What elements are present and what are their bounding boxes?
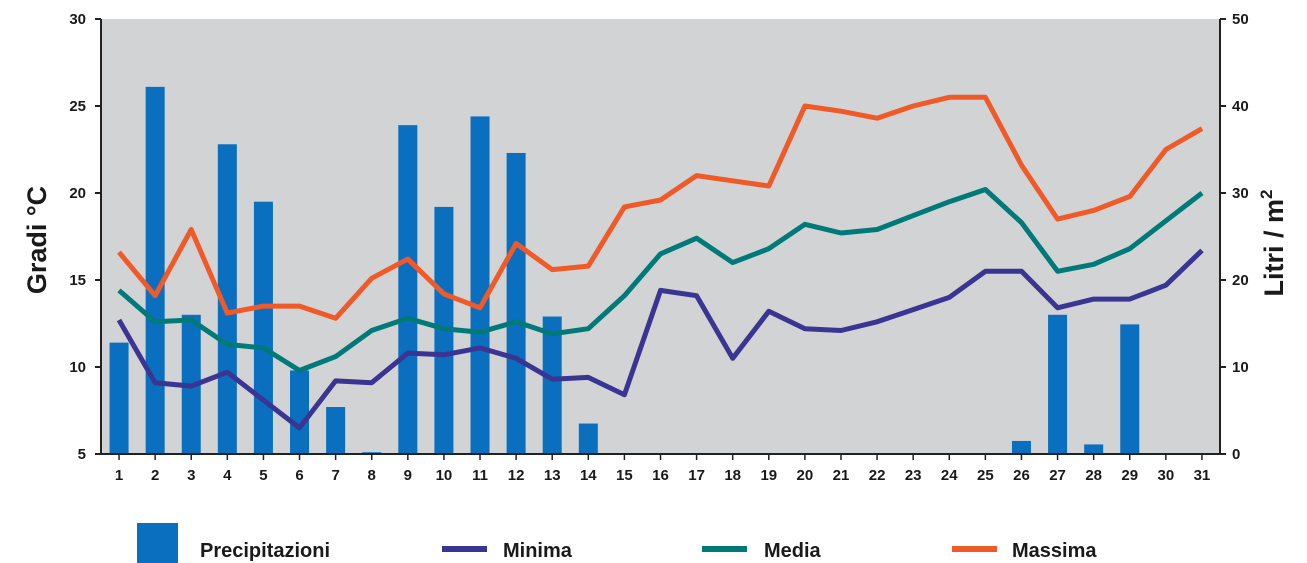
bar-precipitazioni-9 [398,125,418,454]
y-right-axis-title-superscript: 2 [1257,190,1276,199]
x-tick-label: 12 [508,467,525,484]
legend-label-massima: Massima [1012,540,1097,562]
y-right-axis-title: Litri / m2 [1257,190,1289,297]
bar-precipitazioni-12 [506,152,526,455]
x-tick-label: 2 [151,467,159,484]
x-tick-label: 26 [1013,467,1030,484]
x-tick-label: 4 [223,467,232,484]
y-right-tick-label: 30 [1232,185,1249,202]
bar-precipitazioni-11 [470,116,490,454]
x-tick-label: 25 [977,467,994,484]
x-tick-label: 30 [1158,467,1175,484]
x-tick-label: 13 [544,467,561,484]
y-right-tick-label: 0 [1232,446,1240,463]
bar-precipitazioni-27 [1048,314,1068,454]
line-media [117,187,1204,373]
x-tick-label: 9 [404,467,412,484]
x-tick-label: 20 [797,467,814,484]
bar-precipitazioni-26 [1011,440,1031,454]
x-tick-label: 18 [724,467,741,484]
legend: Precipitazioni Minima Media Massima [137,523,1097,563]
bar-precipitazioni-1 [109,342,129,454]
y-left-tick-label: 30 [69,11,86,28]
y-left-axis-title: Gradi °C [22,186,52,294]
legend-swatch-minima [442,546,487,552]
y-left-tick-label: 10 [69,359,86,376]
x-tick-label: 14 [580,467,597,484]
x-tick-label: 31 [1194,467,1211,484]
y-left-tick-label: 5 [78,446,86,463]
bar-precipitazioni-29 [1120,324,1140,454]
bar-precipitazioni-5 [253,201,273,454]
x-tick-label: 16 [652,467,669,484]
legend-swatch-massima [952,546,997,552]
x-tick-label: 28 [1085,467,1102,484]
bar-precipitazioni-13 [542,316,562,454]
x-tick-label: 6 [295,467,303,484]
x-tick-label: 29 [1121,467,1138,484]
bar-precipitazioni-7 [326,407,346,454]
line-massima [117,94,1204,321]
x-tick-label: 8 [368,467,376,484]
y-left-tick-label: 25 [69,98,86,115]
x-tick-label: 5 [259,467,267,484]
bar-precipitazioni-28 [1084,444,1104,454]
line-minima [116,248,1204,431]
x-tick-label: 11 [472,467,488,484]
bar-precipitazioni-14 [578,423,598,454]
x-tick-label: 7 [331,467,339,484]
x-tick-label: 27 [1049,467,1066,484]
bar-precipitazioni-2 [145,86,165,455]
x-tick-label: 19 [760,467,777,484]
lines-layer [116,94,1204,431]
y-left-tick-label: 15 [69,272,86,289]
x-tick-label: 21 [833,467,850,484]
y-right-tick-label: 40 [1232,98,1249,115]
x-tick-label: 15 [616,467,633,484]
x-tick-label: 17 [688,467,705,484]
y-left-tick-label: 20 [69,185,86,202]
legend-label-precipitazioni: Precipitazioni [200,540,330,562]
bar-precipitazioni-6 [290,370,310,454]
legend-swatch-media [702,546,747,552]
legend-label-media: Media [764,540,822,562]
legend-swatch-precipitazioni [137,523,178,563]
x-tick-label: 24 [941,467,958,484]
x-tick-label: 10 [436,467,453,484]
y-right-tick-label: 50 [1232,11,1249,28]
x-tick-label: 23 [905,467,922,484]
x-tick-label: 3 [187,467,195,484]
y-right-tick-label: 10 [1232,359,1249,376]
x-tick-label: 1 [115,467,123,484]
bars-layer [109,86,1140,455]
legend-label-minima: Minima [503,540,573,562]
x-tick-label: 22 [869,467,886,484]
y-right-axis-title-main: Litri / m [1259,199,1289,297]
y-right-tick-label: 20 [1232,272,1249,289]
